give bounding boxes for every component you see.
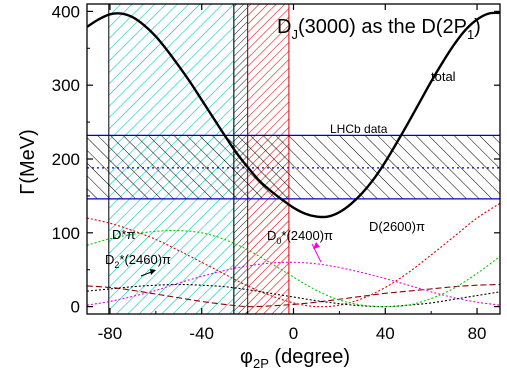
- lhcb-band: [87, 135, 500, 199]
- series-line-3: [87, 261, 500, 306]
- lhcb-label: LHCb data: [330, 122, 388, 136]
- x-tick-label: -80: [98, 324, 123, 343]
- x-tick-label: 40: [376, 324, 395, 343]
- label-d2600: D(2600)π: [369, 219, 425, 234]
- series-line-4: [87, 202, 500, 308]
- x-tick-label: -40: [189, 324, 214, 343]
- label-total: total: [431, 69, 456, 84]
- series-line-2: [87, 283, 500, 308]
- x-axis-title: φ2P (degree): [240, 346, 350, 371]
- label-d2-2460: D2*(2460)π: [105, 252, 171, 270]
- y-tick-label: 100: [52, 224, 80, 243]
- curves-layer: [87, 11, 500, 308]
- bands-layer: [87, 4, 500, 314]
- y-axis-title: Γ(MeV): [17, 129, 39, 194]
- y-tick-label: 200: [52, 150, 80, 169]
- y-tick-label: 0: [71, 298, 80, 317]
- plot-area: [87, 4, 500, 314]
- series-line-0: [87, 11, 500, 219]
- y-tick-label: 300: [52, 76, 80, 95]
- chart-title: DJ(3000) as the D(2P1): [277, 16, 481, 42]
- x-tick-label: 80: [468, 324, 487, 343]
- ticks-layer: -80 -40 0 40 80 0 100 200 300 400: [52, 2, 500, 343]
- label-dstar-pi: D*π: [112, 227, 135, 242]
- label-d0-2400: D0*(2400)π: [267, 228, 333, 246]
- arrow-d0: [311, 242, 322, 263]
- arrow-d2: [140, 269, 156, 277]
- y-tick-label: 400: [52, 2, 80, 21]
- series-line-5: [87, 283, 500, 308]
- x-tick-label: 0: [289, 324, 298, 343]
